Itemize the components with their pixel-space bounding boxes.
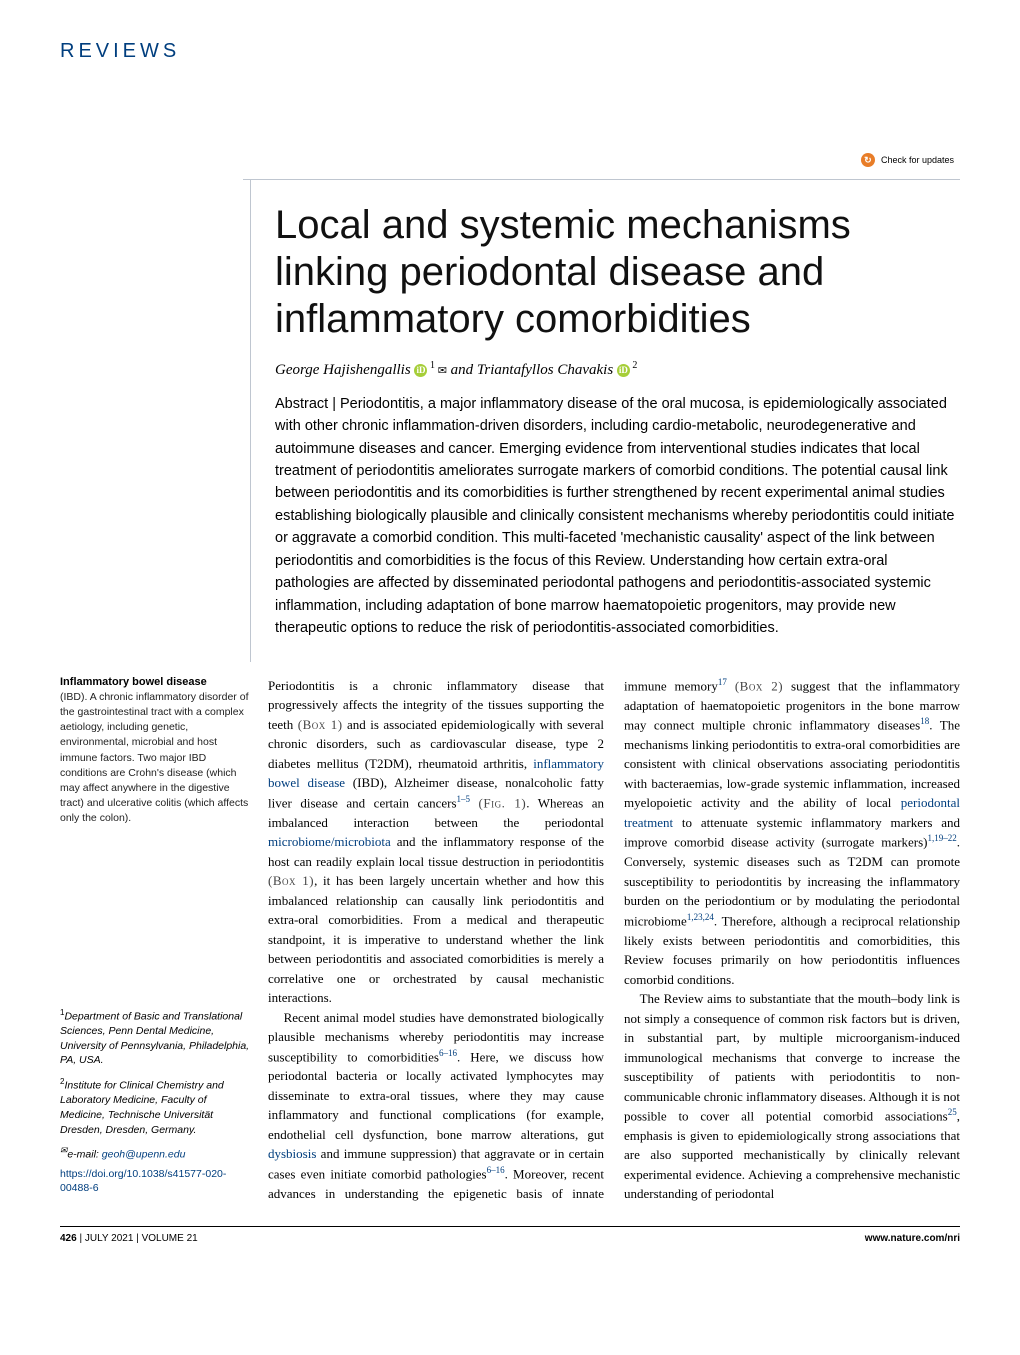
article-title: Local and systemic mechanisms linking pe…	[275, 202, 960, 344]
affiliation-2: 2Institute for Clinical Chemistry and La…	[60, 1076, 250, 1137]
glossary-term: Inflammatory bowel disease	[60, 676, 250, 688]
footer-left: 426 | JULY 2021 | VOLUME 21	[60, 1233, 198, 1244]
abstract-text: Periodontitis, a major inflammatory dise…	[275, 396, 954, 637]
check-for-updates[interactable]: ↻ Check for updates	[60, 153, 960, 167]
check-updates-label: Check for updates	[881, 155, 954, 165]
body-para-3: The Review aims to substantiate that the…	[624, 989, 960, 1204]
corresponding-email: ✉e-mail: geoh@upenn.edu	[60, 1145, 250, 1161]
author-list: George Hajishengallis iD 1 ✉ and Trianta…	[275, 360, 960, 379]
section-header: REVIEWS	[60, 40, 960, 63]
margin-column: Inflammatory bowel disease (IBD). A chro…	[60, 676, 250, 1204]
body-text: Periodontitis is a chronic inflammatory …	[268, 676, 960, 1204]
affiliation-1: 1Department of Basic and Translational S…	[60, 1007, 250, 1068]
doi-link[interactable]: https://doi.org/10.1038/s41577-020-00488…	[60, 1167, 250, 1195]
abstract-label: Abstract |	[275, 396, 336, 412]
email-link[interactable]: geoh@upenn.edu	[102, 1149, 186, 1161]
title-block: Local and systemic mechanisms linking pe…	[250, 179, 960, 662]
refresh-icon: ↻	[861, 153, 875, 167]
footer-right: www.nature.com/nri	[865, 1233, 960, 1244]
abstract: Abstract | Periodontitis, a major inflam…	[275, 393, 960, 640]
page-footer: 426 | JULY 2021 | VOLUME 21 www.nature.c…	[60, 1226, 960, 1244]
body-para-1: Periodontitis is a chronic inflammatory …	[268, 676, 604, 1008]
glossary-definition: (IBD). A chronic inflammatory disorder o…	[60, 690, 250, 827]
